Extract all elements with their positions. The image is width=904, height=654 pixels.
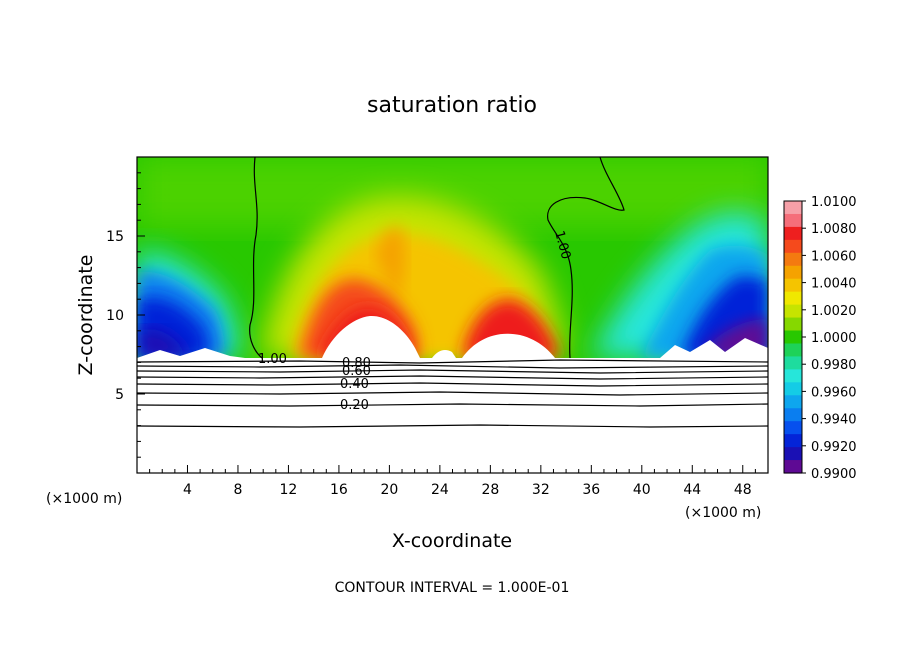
colorbar-label: 1.0040 bbox=[811, 277, 857, 292]
contour-1-right bbox=[547, 157, 625, 359]
x-unit-label-left: (×1000 m) bbox=[46, 491, 122, 507]
right-dry-region bbox=[590, 212, 768, 358]
central-moist-region bbox=[260, 196, 565, 358]
contour-label: 0.40 bbox=[340, 377, 369, 392]
x-axis: 4 8 12 16 20 24 28 32 36 40 44 48 bbox=[149, 465, 756, 498]
colorbar-swatch bbox=[784, 201, 802, 215]
colorbar-label: 0.9920 bbox=[811, 440, 857, 455]
colorbar-swatch bbox=[784, 382, 802, 396]
x-axis-title: X-coordinate bbox=[392, 530, 512, 552]
contour-0.60 bbox=[137, 369, 768, 374]
colorbar-swatch bbox=[784, 317, 802, 332]
colorbar-swatch bbox=[784, 356, 802, 370]
contour-0.50 bbox=[137, 375, 768, 380]
colorbar-label: 1.0000 bbox=[811, 331, 857, 346]
colorbar-label: 1.0060 bbox=[811, 249, 857, 264]
contour-0.30 bbox=[137, 391, 768, 396]
contour-0.20 bbox=[137, 403, 768, 407]
colorbar-swatch bbox=[784, 278, 802, 293]
cloud-clear-areas bbox=[137, 315, 768, 473]
x-tick-label: 28 bbox=[481, 482, 499, 498]
colorbar-label: 0.9960 bbox=[811, 385, 857, 400]
contour-labels: 1.00 1.00 0.80 0.60 0.40 0.20 bbox=[258, 229, 573, 413]
colorbar: 1.0100 1.0080 1.0060 1.0040 1.0020 1.0000 0.99… bbox=[783, 195, 857, 482]
colorbar-swatch bbox=[784, 369, 802, 383]
colorbar-swatch bbox=[784, 226, 802, 241]
colorbar-swatch bbox=[784, 447, 802, 461]
x-unit-label-right: (×1000 m) bbox=[685, 505, 761, 521]
contour-0.10 bbox=[137, 424, 768, 428]
contour-0.40 bbox=[137, 382, 768, 387]
x-tick-label: 32 bbox=[532, 482, 550, 498]
contour-interval-note: CONTOUR INTERVAL = 1.000E-01 bbox=[335, 580, 570, 596]
contour-label: 1.00 bbox=[258, 352, 287, 367]
contour-label: 1.00 bbox=[551, 229, 573, 261]
y-tick-label: 15 bbox=[106, 229, 124, 245]
contour-lines bbox=[137, 157, 768, 428]
colorbar-swatch bbox=[784, 304, 802, 319]
x-tick-label: 48 bbox=[734, 482, 752, 498]
colorbar-swatch bbox=[784, 291, 802, 306]
saturation-field bbox=[137, 157, 768, 473]
colorbar-label: 0.9900 bbox=[811, 467, 857, 482]
x-tick-label: 36 bbox=[582, 482, 600, 498]
x-tick-label: 24 bbox=[431, 482, 449, 498]
colorbar-swatch bbox=[784, 239, 802, 254]
y-tick-label: 10 bbox=[106, 308, 124, 324]
colorbar-swatch bbox=[784, 434, 802, 448]
x-tick-label: 12 bbox=[280, 482, 298, 498]
colorbar-swatch bbox=[784, 395, 802, 409]
contour-0.70 bbox=[137, 364, 768, 369]
left-dry-region bbox=[137, 250, 240, 358]
contour-1-left bbox=[249, 157, 263, 359]
colorbar-swatch bbox=[784, 265, 802, 280]
colorbar-label: 1.0080 bbox=[811, 222, 857, 237]
y-tick-label: 5 bbox=[115, 387, 124, 403]
contour-label: 0.20 bbox=[340, 398, 369, 413]
chart-title: saturation ratio bbox=[367, 93, 537, 118]
y-axis: 5 10 15 bbox=[106, 172, 145, 458]
x-tick-label: 8 bbox=[233, 482, 242, 498]
y-axis-title: Z-coordinate bbox=[75, 255, 97, 376]
colorbar-swatch bbox=[784, 330, 802, 345]
colorbar-label: 0.9980 bbox=[811, 358, 857, 373]
x-tick-label: 40 bbox=[633, 482, 651, 498]
contour-0.80 bbox=[137, 359, 768, 364]
colorbar-swatch bbox=[784, 213, 802, 228]
colorbar-swatch bbox=[784, 460, 802, 474]
colorbar-label: 0.9940 bbox=[811, 413, 857, 428]
x-tick-label: 20 bbox=[380, 482, 398, 498]
colorbar-swatch bbox=[784, 343, 802, 358]
colorbar-swatch bbox=[784, 252, 802, 267]
x-tick-label: 44 bbox=[683, 482, 701, 498]
colorbar-swatch bbox=[784, 421, 802, 435]
colorbar-label: 1.0020 bbox=[811, 304, 857, 319]
x-tick-label: 16 bbox=[330, 482, 348, 498]
colorbar-label: 1.0100 bbox=[811, 195, 857, 210]
contour-label: 0.80 bbox=[342, 356, 371, 371]
colorbar-swatch bbox=[784, 408, 802, 422]
x-tick-label: 4 bbox=[183, 482, 192, 498]
contour-label: 0.60 bbox=[342, 364, 371, 379]
